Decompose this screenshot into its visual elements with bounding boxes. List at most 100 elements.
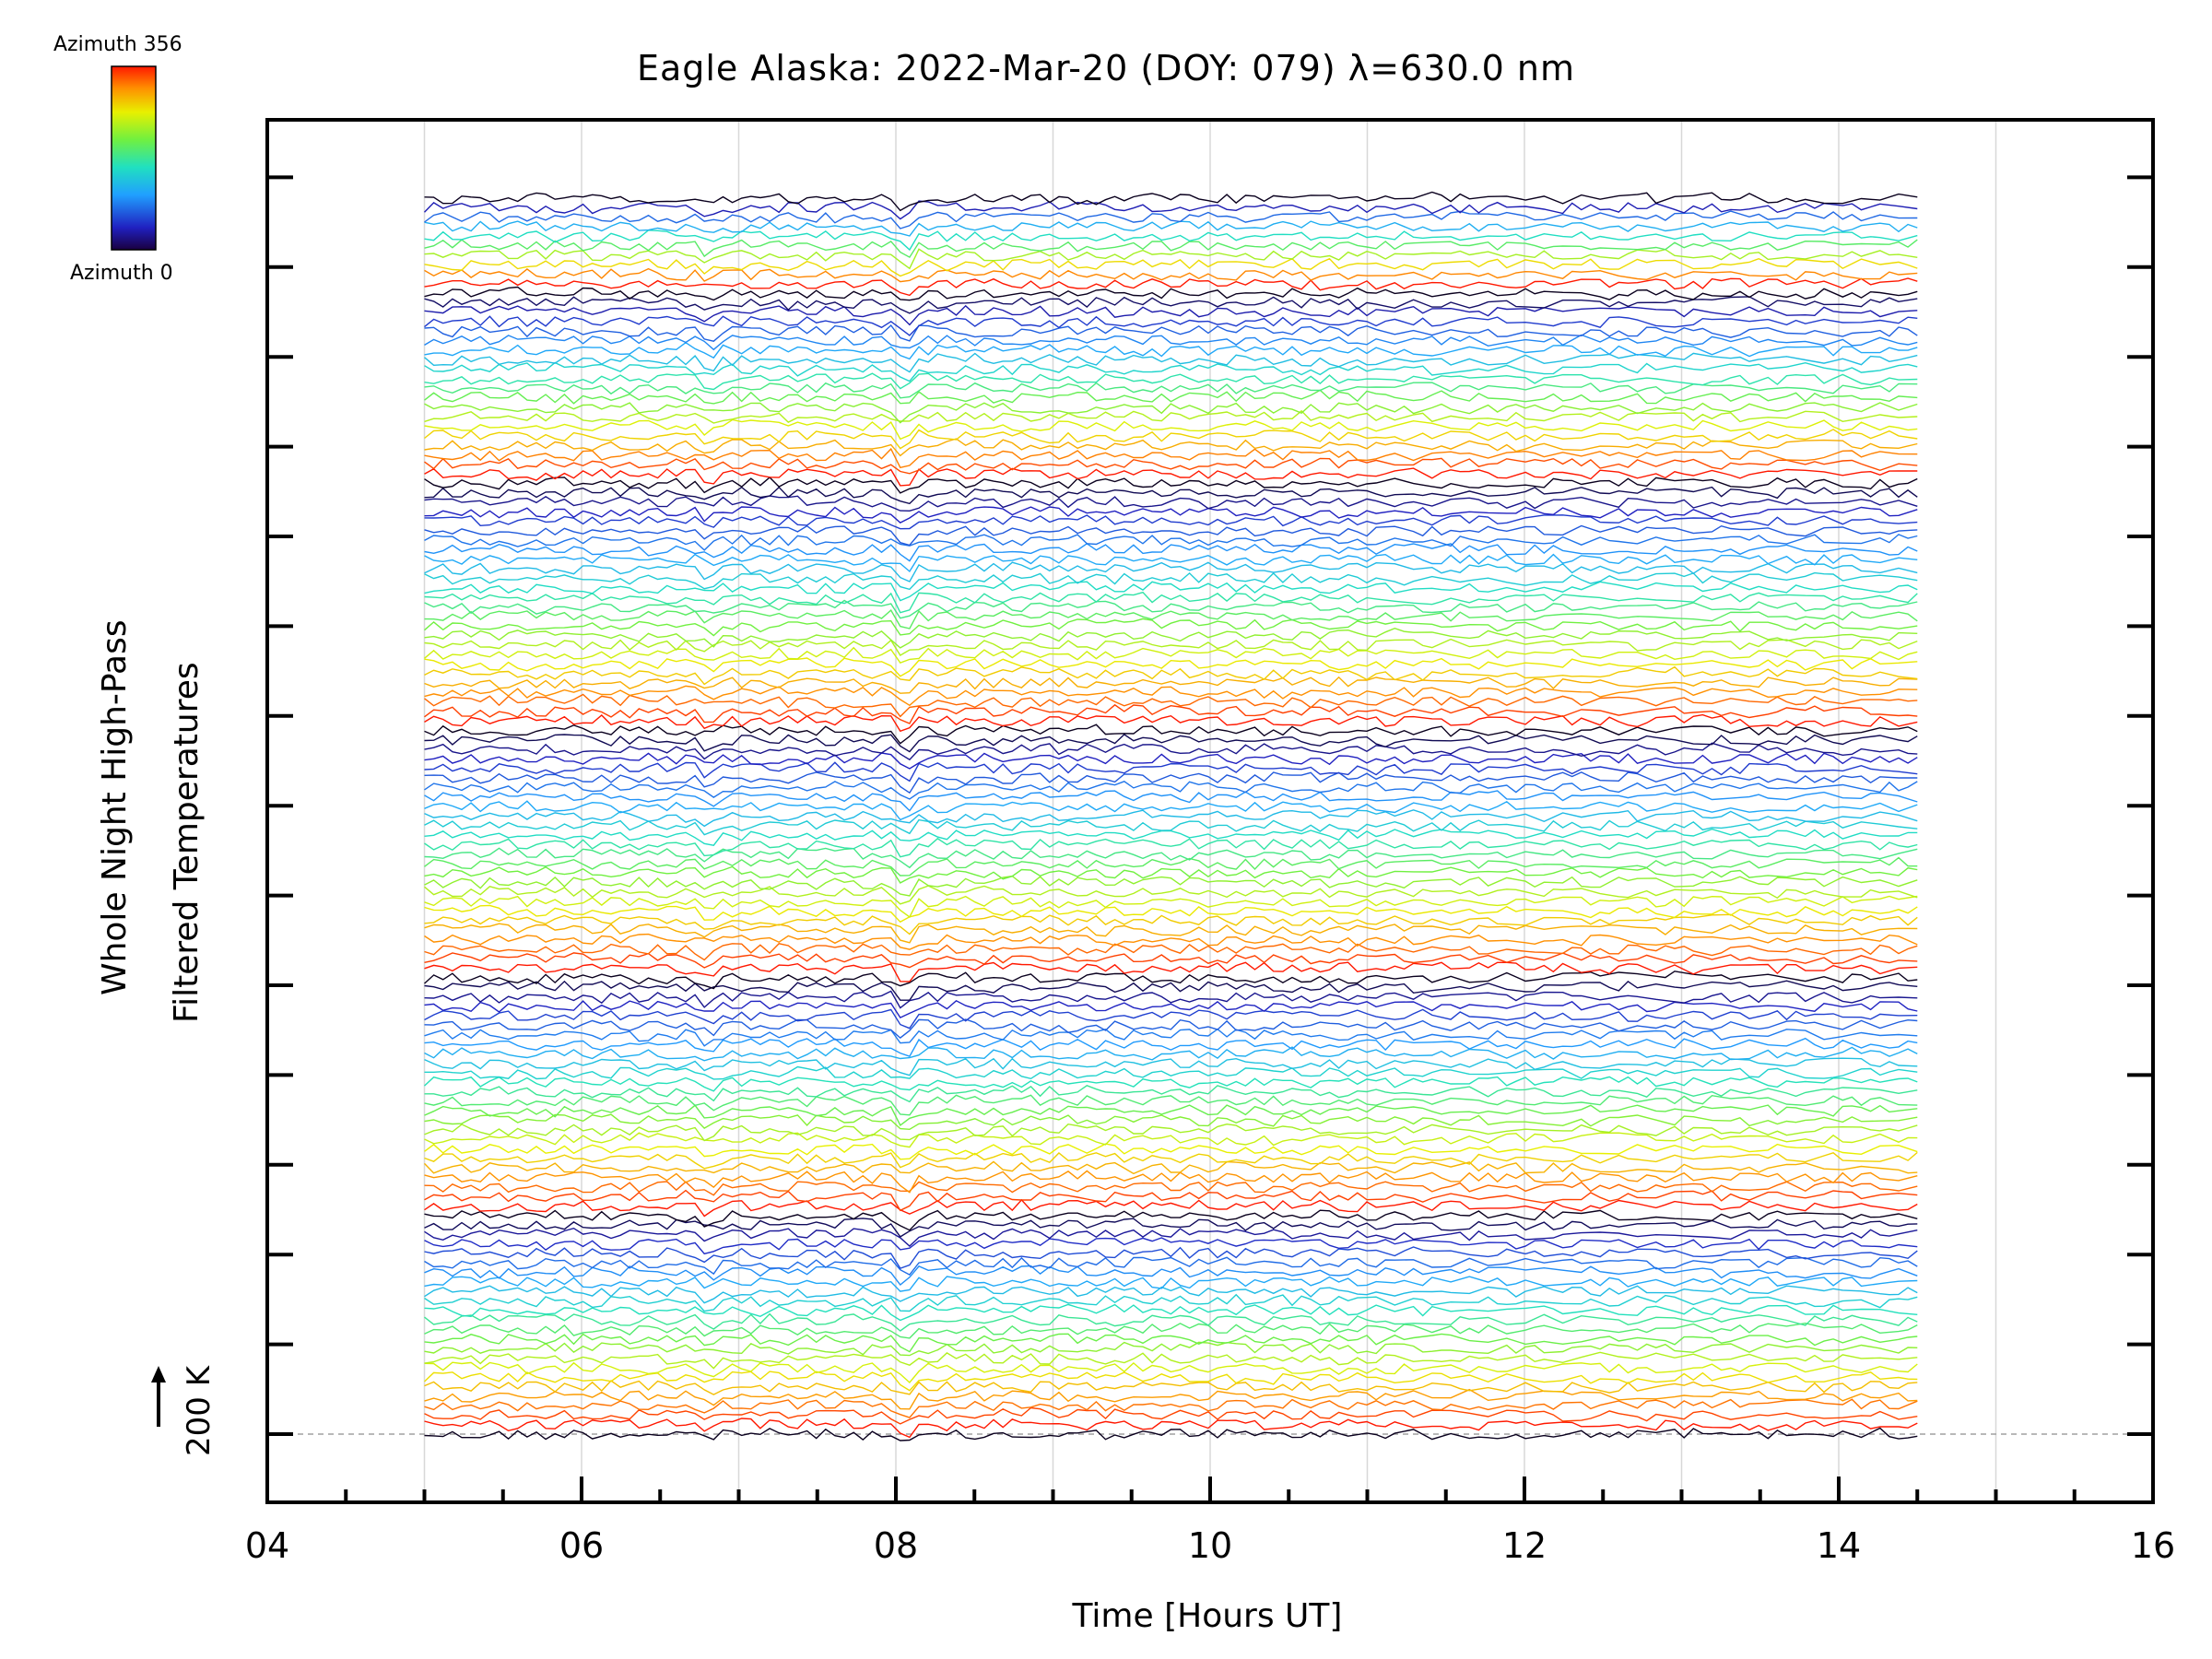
series-line xyxy=(424,646,1918,665)
series-line xyxy=(424,409,1918,424)
series-line xyxy=(424,1322,1918,1339)
series-line xyxy=(424,693,1918,718)
series-line xyxy=(424,1246,1918,1269)
temperature-traces xyxy=(423,191,1918,1441)
series-line xyxy=(424,447,1918,469)
series-line xyxy=(424,1406,1918,1425)
series-line xyxy=(424,980,1918,1001)
series-line xyxy=(424,1312,1918,1332)
series-line xyxy=(424,477,1918,494)
series-line xyxy=(424,286,1918,301)
series-line xyxy=(424,1046,1918,1062)
series-line xyxy=(424,1143,1918,1160)
series-line xyxy=(424,904,1918,924)
y-scale-label: 200 K xyxy=(181,1366,218,1456)
series-line xyxy=(423,200,1918,220)
series-line xyxy=(424,1209,1918,1231)
series-line xyxy=(424,952,1918,969)
series-line xyxy=(424,790,1918,812)
series-line xyxy=(424,191,1918,212)
series-line xyxy=(424,885,1918,905)
series-line xyxy=(424,742,1918,761)
series-line xyxy=(424,239,1918,259)
series-line xyxy=(424,1198,1918,1218)
series-line xyxy=(424,324,1918,342)
series-line xyxy=(424,999,1918,1018)
series-line xyxy=(424,542,1918,562)
series-line xyxy=(424,1218,1918,1238)
series-line xyxy=(424,865,1918,884)
series-line xyxy=(424,809,1918,828)
series-line xyxy=(424,581,1918,602)
series-line xyxy=(424,382,1918,399)
series-line xyxy=(424,943,1918,961)
series-line xyxy=(424,1351,1918,1370)
series-line xyxy=(424,1123,1918,1142)
series-line xyxy=(424,638,1918,656)
series-line xyxy=(424,571,1918,591)
series-line xyxy=(424,781,1918,800)
series-line xyxy=(424,818,1918,836)
series-line xyxy=(424,402,1918,424)
series-line xyxy=(424,524,1918,547)
series-line xyxy=(424,1028,1918,1047)
series-line xyxy=(424,506,1918,524)
series-line xyxy=(424,534,1918,551)
series-line xyxy=(424,1008,1918,1030)
series-line xyxy=(424,352,1918,373)
series-line xyxy=(424,685,1918,707)
series-line xyxy=(424,591,1918,614)
azimuth-colorbar xyxy=(111,65,157,251)
series-line xyxy=(424,514,1918,530)
series-line xyxy=(424,1361,1918,1384)
series-line xyxy=(424,761,1918,782)
series-line xyxy=(424,875,1918,897)
series-line xyxy=(424,438,1918,457)
scale-arrow xyxy=(151,1366,166,1427)
series-line xyxy=(424,315,1918,336)
series-line xyxy=(424,361,1918,382)
y-axis-label-line1: Whole Night High-Pass xyxy=(96,619,134,995)
series-line xyxy=(424,609,1918,629)
series-line xyxy=(424,837,1918,858)
series-line xyxy=(424,828,1918,846)
series-line xyxy=(424,1388,1918,1410)
series-line xyxy=(424,1104,1918,1126)
series-line xyxy=(424,713,1918,733)
series-line xyxy=(424,1237,1918,1255)
series-line xyxy=(424,257,1918,277)
series-line xyxy=(424,961,1918,982)
series-line xyxy=(424,1132,1918,1148)
series-line xyxy=(424,923,1918,944)
series-line xyxy=(424,1151,1918,1170)
series-line xyxy=(424,1018,1918,1040)
series-line xyxy=(424,703,1918,724)
series-line xyxy=(424,618,1918,637)
series-line xyxy=(424,1256,1918,1276)
series-line xyxy=(424,1181,1918,1196)
y-axis-label-line2: Filtered Temperatures xyxy=(168,662,206,1023)
x-tick-labels: 04 06 08 10 12 14 16 xyxy=(245,1525,2175,1566)
x-tick-label: 10 xyxy=(1188,1525,1232,1566)
series-line xyxy=(424,334,1918,351)
series-line xyxy=(424,389,1918,405)
colorbar-top-label: Azimuth 356 xyxy=(53,33,182,56)
series-line xyxy=(424,429,1918,450)
x-tick-label: 08 xyxy=(874,1525,918,1566)
series-line xyxy=(424,495,1918,512)
series-line xyxy=(424,341,1918,360)
x-tick-label: 12 xyxy=(1502,1525,1547,1566)
series-line xyxy=(424,304,1918,326)
series-line xyxy=(424,1113,1918,1131)
series-line xyxy=(424,267,1918,283)
series-line xyxy=(424,1276,1918,1292)
series-line xyxy=(424,913,1918,935)
series-line xyxy=(424,372,1918,391)
series-line xyxy=(424,210,1918,229)
series-line xyxy=(424,771,1918,794)
x-tick-label: 14 xyxy=(1817,1525,1861,1566)
series-line xyxy=(424,1398,1918,1418)
series-line xyxy=(424,418,1918,441)
series-line xyxy=(424,599,1918,619)
